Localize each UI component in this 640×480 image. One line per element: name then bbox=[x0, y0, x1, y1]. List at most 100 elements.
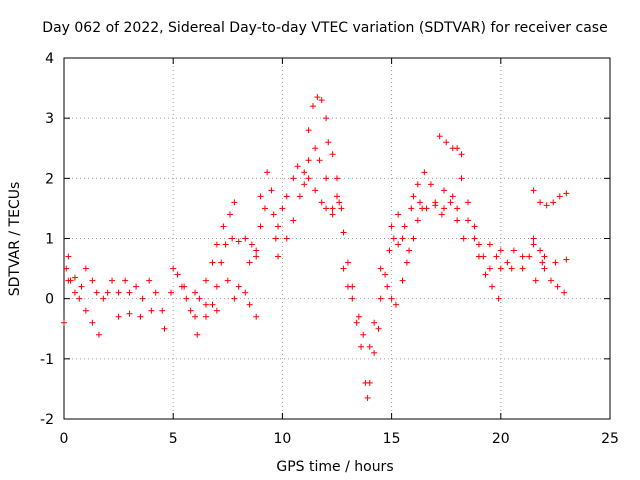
data-point bbox=[168, 289, 175, 296]
data-point bbox=[482, 271, 489, 278]
grid-layer bbox=[64, 58, 610, 419]
data-point bbox=[537, 199, 544, 206]
data-point bbox=[384, 283, 391, 290]
data-point bbox=[414, 217, 421, 224]
data-point bbox=[454, 217, 461, 224]
data-point bbox=[246, 259, 253, 266]
data-point bbox=[126, 289, 133, 296]
data-point bbox=[71, 289, 78, 296]
data-point bbox=[272, 235, 279, 242]
data-point bbox=[279, 205, 286, 212]
data-point bbox=[334, 175, 340, 182]
data-point bbox=[563, 190, 570, 197]
data-point bbox=[213, 283, 220, 290]
data-point bbox=[65, 277, 72, 284]
y-tick-label: 0 bbox=[45, 292, 54, 308]
data-point bbox=[349, 295, 356, 302]
data-point bbox=[235, 283, 242, 290]
data-point bbox=[257, 193, 264, 200]
x-tick-label: 25 bbox=[601, 431, 619, 447]
data-point bbox=[530, 241, 537, 248]
data-point bbox=[283, 193, 290, 200]
data-point bbox=[82, 265, 89, 272]
data-point bbox=[305, 157, 312, 164]
data-point bbox=[248, 241, 255, 248]
data-point bbox=[323, 115, 330, 122]
data-point bbox=[423, 205, 430, 212]
data-point bbox=[395, 211, 402, 218]
data-point bbox=[301, 169, 308, 176]
data-point bbox=[539, 259, 546, 266]
data-point bbox=[329, 151, 336, 158]
data-point bbox=[318, 97, 325, 104]
y-tick-label: 2 bbox=[45, 171, 54, 187]
y-tick-label: -1 bbox=[40, 352, 54, 368]
data-point bbox=[290, 175, 297, 182]
data-point bbox=[312, 187, 319, 194]
data-point bbox=[497, 247, 504, 254]
data-point bbox=[340, 229, 347, 236]
data-point bbox=[61, 319, 67, 326]
data-point bbox=[115, 313, 122, 320]
data-point bbox=[493, 253, 500, 260]
data-point bbox=[93, 289, 100, 296]
data-point bbox=[541, 265, 548, 272]
data-point bbox=[139, 295, 146, 302]
data-point bbox=[290, 217, 297, 224]
data-point bbox=[196, 295, 203, 302]
x-tick-label: 0 bbox=[60, 431, 69, 447]
x-tick-label: 10 bbox=[273, 431, 291, 447]
data-point bbox=[296, 193, 303, 200]
data-point bbox=[550, 199, 557, 206]
data-point bbox=[556, 193, 563, 200]
data-point bbox=[89, 319, 96, 326]
data-point bbox=[222, 241, 229, 248]
data-point bbox=[242, 289, 249, 296]
data-point bbox=[497, 265, 504, 272]
data-point bbox=[305, 175, 312, 182]
data-point bbox=[257, 223, 264, 230]
x-ticks: 0 5 10 15 20 25 bbox=[60, 58, 619, 447]
data-point bbox=[264, 169, 271, 176]
data-point bbox=[323, 175, 330, 182]
data-point bbox=[563, 256, 570, 263]
data-point bbox=[183, 295, 190, 302]
data-point bbox=[95, 331, 102, 338]
data-point bbox=[510, 247, 517, 254]
data-point bbox=[170, 265, 177, 272]
data-point bbox=[344, 259, 351, 266]
data-point bbox=[65, 253, 72, 260]
data-point bbox=[471, 223, 478, 230]
data-point bbox=[441, 187, 448, 194]
data-point bbox=[231, 199, 238, 206]
data-point bbox=[305, 127, 312, 134]
data-point bbox=[401, 223, 408, 230]
data-point bbox=[275, 223, 282, 230]
data-point bbox=[386, 247, 393, 254]
data-point bbox=[458, 151, 465, 158]
data-point bbox=[202, 301, 209, 308]
data-point bbox=[231, 295, 238, 302]
data-point bbox=[336, 199, 343, 206]
data-point bbox=[390, 235, 397, 242]
y-tick-label: 3 bbox=[45, 111, 54, 127]
data-point bbox=[226, 211, 233, 218]
data-point bbox=[192, 313, 199, 320]
data-point bbox=[504, 259, 511, 266]
data-point bbox=[471, 235, 478, 242]
data-point bbox=[489, 283, 496, 290]
data-point bbox=[270, 211, 277, 218]
data-point bbox=[209, 301, 216, 308]
data-point bbox=[78, 283, 85, 290]
data-point bbox=[268, 187, 275, 194]
data-point bbox=[360, 331, 367, 338]
data-point bbox=[416, 199, 423, 206]
data-point bbox=[406, 247, 413, 254]
data-point bbox=[312, 145, 319, 152]
data-point bbox=[152, 289, 159, 296]
data-point bbox=[486, 265, 493, 272]
data-point bbox=[229, 235, 236, 242]
data-point bbox=[388, 223, 395, 230]
chart-title: Day 062 of 2022, Sidereal Day-to-day VTE… bbox=[42, 20, 607, 36]
